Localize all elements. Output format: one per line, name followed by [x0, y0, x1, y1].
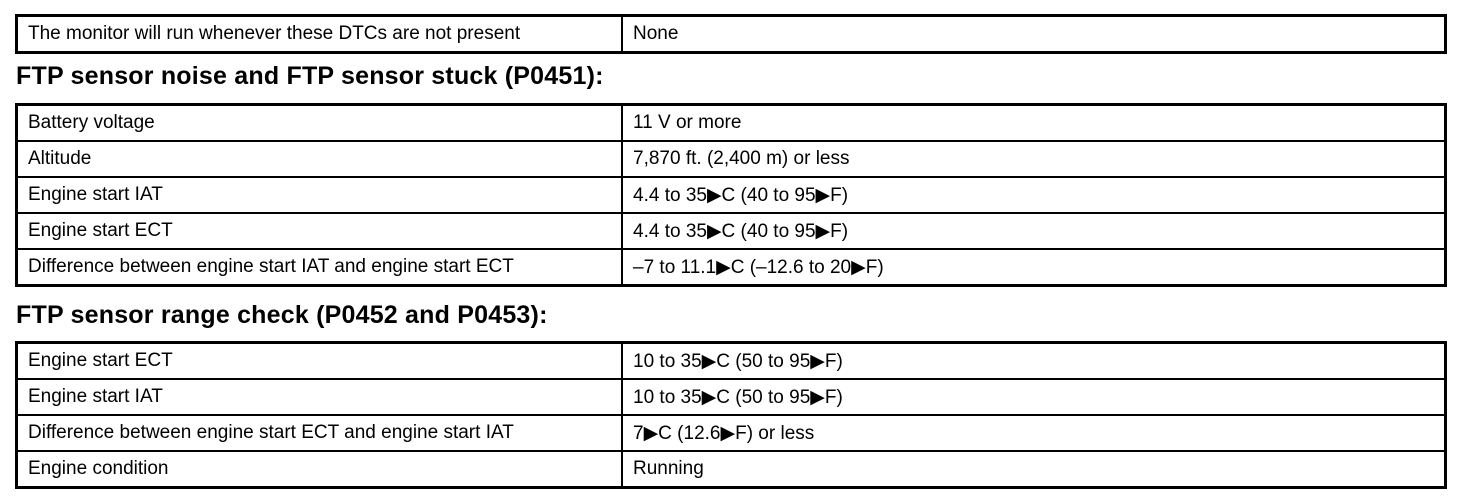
condition-value: 11 V or more [621, 103, 1447, 142]
condition-label: Difference between engine start ECT and … [15, 414, 623, 452]
table-row: Engine start IAT 10 to 35▶C (50 to 95▶F) [15, 378, 1447, 416]
condition-value: 7▶C (12.6▶F) or less [621, 414, 1447, 452]
table-row: Engine start IAT 4.4 to 35▶C (40 to 95▶F) [15, 176, 1447, 214]
p0452-conditions-table: Engine start ECT 10 to 35▶C (50 to 95▶F) … [15, 341, 1447, 489]
condition-label: Engine condition [15, 450, 623, 489]
table-row: Engine condition Running [15, 450, 1447, 489]
table-row: The monitor will run whenever these DTCs… [15, 14, 1447, 54]
p0451-conditions-table: Battery voltage 11 V or more Altitude 7,87… [15, 103, 1447, 287]
condition-label: Engine start ECT [15, 212, 623, 250]
condition-label: Altitude [15, 140, 623, 178]
condition-value: 4.4 to 35▶C (40 to 95▶F) [621, 176, 1447, 214]
condition-value: 4.4 to 35▶C (40 to 95▶F) [621, 212, 1447, 250]
condition-value: –7 to 11.1▶C (–12.6 to 20▶F) [621, 248, 1447, 287]
condition-value: None [621, 14, 1447, 54]
condition-label: Engine start ECT [15, 341, 623, 380]
condition-label: Engine start IAT [15, 176, 623, 214]
condition-value: 10 to 35▶C (50 to 95▶F) [621, 341, 1447, 380]
dtc-condition-table: The monitor will run whenever these DTCs… [15, 14, 1447, 54]
condition-label: Battery voltage [15, 103, 623, 142]
condition-value: Running [621, 450, 1447, 489]
table-row: Altitude 7,870 ft. (2,400 m) or less [15, 140, 1447, 178]
condition-value: 10 to 35▶C (50 to 95▶F) [621, 378, 1447, 416]
table-row: Battery voltage 11 V or more [15, 103, 1447, 142]
table-row: Engine start ECT 10 to 35▶C (50 to 95▶F) [15, 341, 1447, 380]
section-heading-p0452: FTP sensor range check (P0452 and P0453)… [16, 301, 548, 329]
condition-label: Engine start IAT [15, 378, 623, 416]
condition-value: 7,870 ft. (2,400 m) or less [621, 140, 1447, 178]
section-heading-p0451: FTP sensor noise and FTP sensor stuck (P… [16, 62, 604, 90]
table-row: Engine start ECT 4.4 to 35▶C (40 to 95▶F) [15, 212, 1447, 250]
condition-label: Difference between engine start IAT and … [15, 248, 623, 287]
condition-label: The monitor will run whenever these DTCs… [15, 14, 623, 54]
table-row: Difference between engine start IAT and … [15, 248, 1447, 287]
table-row: Difference between engine start ECT and … [15, 414, 1447, 452]
